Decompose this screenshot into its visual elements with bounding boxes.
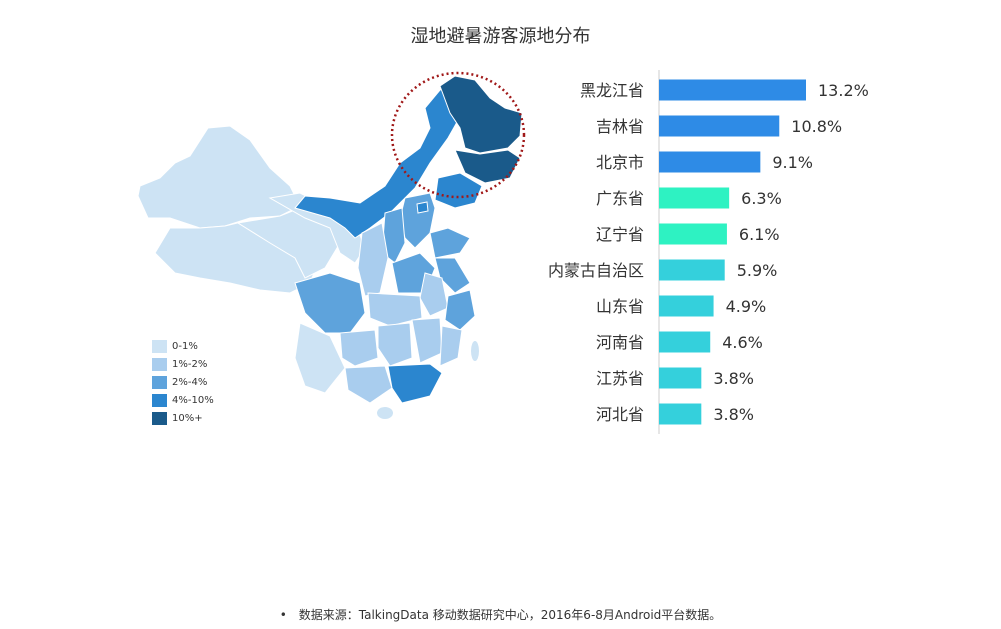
bar-value-label: 4.9% [726, 297, 767, 316]
legend-swatch [152, 393, 167, 407]
map-region-sichuan [294, 272, 366, 334]
bar-category-label: 山东省 [596, 297, 644, 316]
footer-note: • 数据来源：TalkingData 移动数据研究中心，2016年6-8月Andr… [0, 606, 1001, 623]
legend-label: 4%-10% [172, 394, 214, 406]
bar-value-label: 6.1% [739, 225, 780, 244]
legend-swatch [152, 375, 167, 389]
legend-label: 1%-2% [172, 358, 208, 370]
bar-value-label: 10.8% [791, 117, 842, 136]
bar-category-label: 北京市 [596, 153, 644, 172]
highlight-circle [390, 71, 526, 199]
legend-label: 0-1% [172, 340, 198, 352]
map-region-shaanxi [357, 222, 389, 297]
legend-item: 0-1% [152, 337, 214, 355]
bar-value-label: 6.3% [741, 189, 782, 208]
bar [659, 367, 702, 389]
map-region-hunan [377, 322, 413, 367]
map-region-guizhou [339, 329, 379, 367]
legend-item: 2%-4% [152, 373, 214, 391]
bar-value-label: 5.9% [737, 261, 778, 280]
bar-chart: 黑龙江省 13.2% 吉林省 10.8% 北京市 9.1% 广东省 6.3% 辽宁省 6.1% 内蒙… [548, 70, 869, 434]
map-legend: 0-1% 1%-2% 2%-4% 4%-10% 10%+ [152, 337, 214, 427]
bar [659, 187, 730, 209]
map-region-guangdong [387, 363, 443, 404]
bar-value-label: 4.6% [722, 333, 763, 352]
map-region-taiwan [471, 341, 479, 361]
bar [659, 331, 711, 353]
legend-swatch [152, 411, 167, 425]
map-region-jilin [454, 149, 521, 184]
bar-value-label: 3.8% [713, 405, 754, 424]
bar-value-label: 3.8% [713, 369, 754, 388]
china-map [130, 68, 530, 428]
map-region-yunnan [294, 322, 346, 394]
bar [659, 151, 761, 173]
map-region-anhui [419, 272, 449, 317]
chart-title: 湿地避暑游客源地分布 [410, 26, 591, 47]
bar [659, 115, 780, 137]
bar-category-label: 河北省 [596, 405, 644, 424]
bar-category-label: 河南省 [596, 333, 644, 352]
map-region-hainan [377, 407, 393, 419]
map-region-fujian [439, 325, 463, 367]
legend-swatch [152, 357, 167, 371]
legend-label: 2%-4% [172, 376, 208, 388]
bar-category-label: 江苏省 [596, 369, 644, 388]
map-region-qinghai [236, 207, 341, 279]
bar-category-label: 辽宁省 [596, 225, 644, 244]
legend-item: 1%-2% [152, 355, 214, 373]
map-region-beijing [416, 201, 429, 214]
legend-item: 10%+ [152, 409, 214, 427]
map-region-hubei [367, 292, 423, 327]
map-region-guangxi [344, 365, 393, 404]
bar-value-label: 13.2% [818, 81, 869, 100]
bar-category-label: 黑龙江省 [580, 81, 644, 100]
map-region-shandong [429, 227, 471, 259]
map-region-heilongjiang [439, 75, 523, 154]
legend-label: 10%+ [172, 412, 203, 424]
map-region-jiangsu [434, 257, 471, 294]
bar-category-label: 内蒙古自治区 [548, 261, 644, 280]
bar [659, 223, 727, 245]
bar-category-label: 广东省 [596, 189, 644, 208]
legend-swatch [152, 339, 167, 353]
bar [659, 295, 714, 317]
bar-category-label: 吉林省 [596, 117, 644, 136]
legend-item: 4%-10% [152, 391, 214, 409]
footer-bullet: • [279, 608, 287, 622]
bar [659, 79, 806, 101]
map-region-zhejiang [444, 289, 476, 331]
bar [659, 403, 702, 425]
bar [659, 259, 725, 281]
footer-text: 数据来源：TalkingData 移动数据研究中心，2016年6-8月Andro… [298, 608, 722, 622]
bar-value-label: 9.1% [772, 153, 813, 172]
map-region-liaoning [434, 172, 483, 209]
